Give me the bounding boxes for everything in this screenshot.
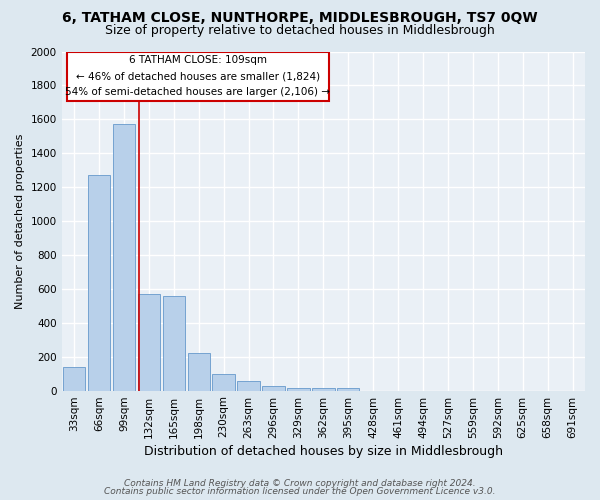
Bar xyxy=(238,381,260,390)
Bar xyxy=(63,367,85,390)
Bar xyxy=(88,176,110,390)
Bar xyxy=(262,386,285,390)
Text: Contains HM Land Registry data © Crown copyright and database right 2024.: Contains HM Land Registry data © Crown c… xyxy=(124,478,476,488)
Bar xyxy=(163,296,185,390)
Text: 54% of semi-detached houses are larger (2,106) →: 54% of semi-detached houses are larger (… xyxy=(65,87,330,97)
Y-axis label: Number of detached properties: Number of detached properties xyxy=(15,134,25,308)
Text: Size of property relative to detached houses in Middlesbrough: Size of property relative to detached ho… xyxy=(105,24,495,37)
Text: 6 TATHAM CLOSE: 109sqm: 6 TATHAM CLOSE: 109sqm xyxy=(129,56,267,66)
X-axis label: Distribution of detached houses by size in Middlesbrough: Distribution of detached houses by size … xyxy=(144,444,503,458)
Bar xyxy=(337,388,359,390)
Bar xyxy=(312,388,335,390)
Bar xyxy=(212,374,235,390)
Bar xyxy=(137,294,160,390)
Text: 6, TATHAM CLOSE, NUNTHORPE, MIDDLESBROUGH, TS7 0QW: 6, TATHAM CLOSE, NUNTHORPE, MIDDLESBROUG… xyxy=(62,11,538,25)
Bar xyxy=(188,354,210,391)
FancyBboxPatch shape xyxy=(67,52,329,100)
Text: Contains public sector information licensed under the Open Government Licence v3: Contains public sector information licen… xyxy=(104,487,496,496)
Bar xyxy=(287,388,310,390)
Bar xyxy=(113,124,135,390)
Text: ← 46% of detached houses are smaller (1,824): ← 46% of detached houses are smaller (1,… xyxy=(76,71,320,81)
